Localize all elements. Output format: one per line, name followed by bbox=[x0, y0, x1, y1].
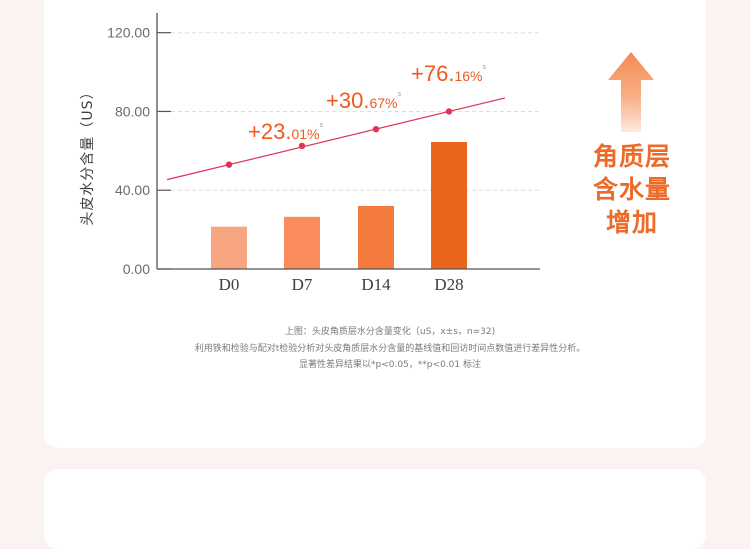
trend-point bbox=[445, 108, 453, 115]
increase-label-line1: 角质层 bbox=[592, 142, 671, 171]
caption-line-2: 利用铁和检验与配对t检验分析对头皮角质层水分含量的基线值和回访时间点数值进行差异… bbox=[194, 344, 586, 354]
y-axis-label: 头皮水分含量（US） bbox=[80, 84, 96, 225]
bar-d7 bbox=[284, 216, 320, 269]
trend-point bbox=[372, 125, 380, 133]
trend-point bbox=[225, 161, 233, 168]
bar-d0 bbox=[211, 226, 247, 269]
y-tick-label: 0.00 bbox=[123, 261, 150, 277]
increase-label: 角质层 含水量 增加 bbox=[582, 140, 682, 239]
increase-label-line3: 增加 bbox=[605, 208, 658, 237]
y-tick-label: 40.00 bbox=[115, 182, 150, 198]
increase-label-line2: 含水量 bbox=[592, 175, 671, 204]
x-tick-label: D28 bbox=[434, 275, 463, 294]
increase-annotation: +23.01%s bbox=[248, 119, 323, 144]
trend-point bbox=[298, 142, 306, 150]
y-tick-label: 80.00 bbox=[115, 103, 150, 119]
caption-line-3: 显著性差异结果以*p<0.05，**p<0.01 标注 bbox=[299, 360, 481, 370]
caption-line-1: 上图：头皮角质层水分含量变化（uS，x±s，n=32) bbox=[284, 327, 496, 337]
x-tick-label: D14 bbox=[361, 275, 391, 294]
x-tick-label: D7 bbox=[292, 275, 313, 294]
x-tick-label: D0 bbox=[219, 275, 240, 294]
y-tick-label: 120.00 bbox=[107, 25, 150, 41]
increase-annotation: +76.16%s bbox=[411, 61, 486, 86]
increase-arrow-icon bbox=[608, 52, 654, 132]
bar-d14 bbox=[358, 205, 394, 269]
bar-d28 bbox=[431, 141, 467, 269]
increase-annotation: +30.67%s bbox=[326, 88, 401, 113]
